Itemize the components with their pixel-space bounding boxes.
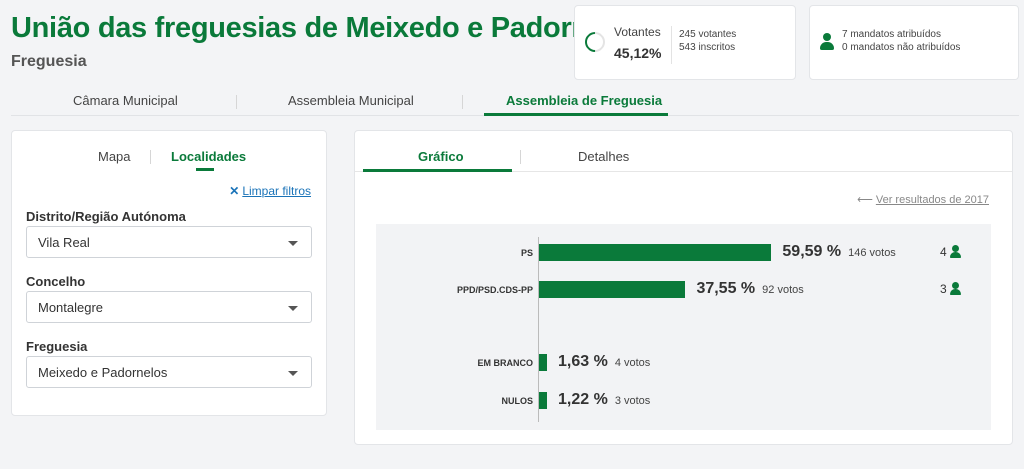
close-icon: ✕ bbox=[229, 184, 240, 198]
chevron-down-icon bbox=[288, 306, 298, 311]
voters-count: 245 votantes bbox=[679, 29, 737, 40]
previous-results-label: Ver resultados de 2017 bbox=[875, 194, 989, 206]
person-icon bbox=[950, 282, 961, 296]
votes-label: 4 votos bbox=[614, 357, 651, 369]
page-subtitle: Freguesia bbox=[11, 53, 87, 70]
result-bar bbox=[539, 354, 547, 371]
percent-label: 1,22 % bbox=[558, 391, 608, 408]
registered-count: 543 inscritos bbox=[679, 42, 736, 53]
mandates-card: 7 mandatos atribuídos 0 mandatos não atr… bbox=[809, 5, 1019, 80]
active-tab-indicator bbox=[363, 169, 512, 172]
tab-grafico[interactable]: Gráfico bbox=[418, 149, 464, 164]
percent-label: 1,63 % bbox=[558, 353, 608, 370]
parish-label: Freguesia bbox=[26, 339, 88, 354]
tab-localidades[interactable]: Localidades bbox=[171, 149, 247, 164]
location-filter-panel: Mapa Localidades ✕ Limpar filtros Distrit… bbox=[11, 130, 327, 416]
results-bar-chart: PS 59,59 % 146 votos 4 PPD/PSD.CDS-PP 37,55 %… bbox=[376, 224, 991, 430]
tab-divider bbox=[236, 95, 237, 109]
tab-assembleia-municipal[interactable]: Assembleia Municipal bbox=[288, 93, 414, 108]
turnout-percent: 45,12% bbox=[614, 45, 662, 61]
active-tab-indicator bbox=[196, 168, 214, 171]
mandates-assigned: 7 mandatos atribuídos bbox=[842, 29, 941, 40]
result-bar bbox=[539, 244, 772, 261]
person-icon bbox=[950, 245, 961, 259]
municipality-value: Montalegre bbox=[38, 300, 104, 315]
election-tabs: Câmara Municipal Assembleia Municipal As… bbox=[11, 86, 1019, 116]
district-label: Distrito/Região Autónoma bbox=[26, 209, 186, 224]
divider bbox=[671, 26, 672, 64]
percent-label: 37,55 % bbox=[696, 280, 756, 297]
result-bar bbox=[539, 392, 547, 409]
tabs-baseline bbox=[355, 171, 1012, 172]
party-label: NULOS bbox=[501, 396, 534, 406]
turnout-label: Votantes bbox=[614, 25, 661, 39]
votes-label: 146 votos bbox=[848, 247, 896, 259]
district-select[interactable]: Vila Real bbox=[26, 226, 312, 258]
votes-label: 3 votos bbox=[614, 395, 651, 407]
tab-mapa[interactable]: Mapa bbox=[98, 149, 131, 164]
district-value: Vila Real bbox=[38, 235, 90, 250]
seats-count: 4 bbox=[940, 245, 947, 259]
municipality-select[interactable]: Montalegre bbox=[26, 291, 312, 323]
percent-label: 59,59 % bbox=[782, 243, 842, 260]
votes-label: 92 votos bbox=[762, 284, 804, 296]
seats-count: 3 bbox=[940, 282, 947, 296]
turnout-card: Votantes 45,12% 245 votantes 543 inscrit… bbox=[574, 5, 796, 80]
chart-axis bbox=[538, 237, 539, 422]
parish-value: Meixedo e Padornelos bbox=[38, 365, 168, 380]
page-title: União das freguesias de Meixedo e Padorn… bbox=[11, 12, 646, 44]
chevron-down-icon bbox=[288, 241, 298, 246]
tab-divider bbox=[150, 150, 151, 164]
chevron-down-icon bbox=[288, 371, 298, 376]
tab-divider bbox=[520, 150, 521, 164]
parish-select[interactable]: Meixedo e Padornelos bbox=[26, 356, 312, 388]
party-label: PPD/PSD.CDS-PP bbox=[456, 285, 533, 295]
municipality-label: Concelho bbox=[26, 274, 86, 289]
tab-divider bbox=[462, 95, 463, 109]
tab-assembleia-freguesia[interactable]: Assembleia de Freguesia bbox=[506, 93, 663, 108]
clear-filters-link[interactable]: ✕ Limpar filtros bbox=[229, 184, 311, 198]
mandates-unassigned: 0 mandatos não atribuídos bbox=[842, 42, 961, 53]
previous-results-link[interactable]: ⟵ Ver resultados de 2017 bbox=[857, 193, 989, 206]
turnout-ring-icon bbox=[580, 27, 610, 57]
person-icon bbox=[820, 33, 834, 51]
result-bar bbox=[539, 281, 686, 298]
party-label: EM BRANCO bbox=[477, 358, 534, 368]
clear-filters-label: Limpar filtros bbox=[242, 184, 311, 198]
tab-detalhes[interactable]: Detalhes bbox=[578, 149, 630, 164]
tab-camara-municipal[interactable]: Câmara Municipal bbox=[73, 93, 178, 108]
active-tab-indicator bbox=[484, 113, 668, 116]
arrow-left-icon: ⟵ bbox=[857, 194, 873, 206]
results-panel: Gráfico Detalhes ⟵ Ver resultados de 2017… bbox=[354, 130, 1013, 445]
party-label: PS bbox=[520, 248, 533, 258]
